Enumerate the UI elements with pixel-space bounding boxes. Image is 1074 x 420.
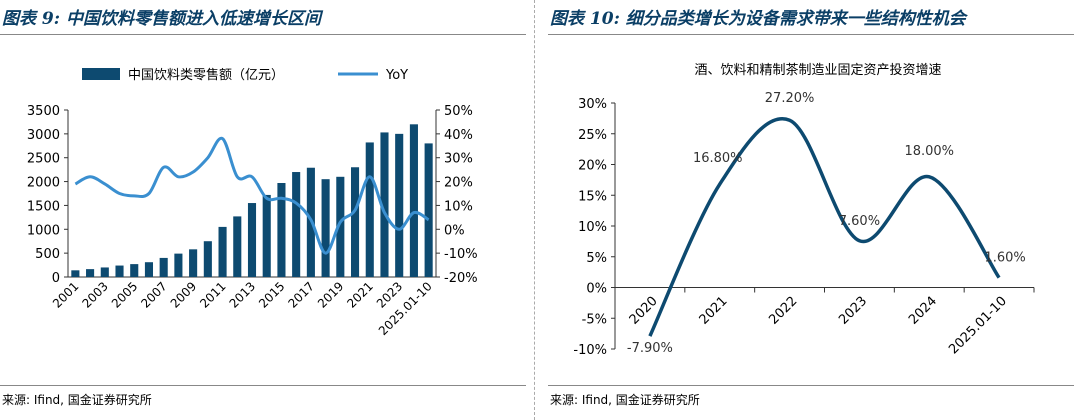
retail-bar bbox=[130, 264, 139, 277]
retail-bar bbox=[144, 262, 154, 277]
x-tick-label: 2011 bbox=[197, 279, 228, 310]
retail-bar bbox=[115, 265, 124, 277]
retail-bar bbox=[71, 270, 80, 277]
right-y-tick-label: 40% bbox=[444, 128, 473, 143]
data-label: 18.00% bbox=[904, 144, 954, 159]
retail-bar bbox=[292, 172, 301, 277]
data-label: 16.80% bbox=[693, 151, 743, 166]
left-y-tick-label: 1500 bbox=[27, 199, 60, 214]
right-source-rule bbox=[548, 385, 1074, 386]
legend-line-label: YoY bbox=[385, 68, 408, 83]
x-tick-label: 2021 bbox=[697, 294, 731, 328]
y-tick-label: 0% bbox=[586, 282, 607, 297]
retail-bar bbox=[247, 203, 257, 277]
x-tick-label: 2019 bbox=[315, 279, 346, 310]
retail-bar bbox=[174, 253, 183, 277]
retail-bar bbox=[86, 269, 95, 277]
y-tick-label: 5% bbox=[586, 251, 607, 266]
right-y-tick-label: 50% bbox=[444, 104, 473, 119]
y-tick-label: 10% bbox=[578, 220, 607, 235]
retail-bar bbox=[159, 257, 168, 277]
legend-bar-label: 中国饮料类零售额（亿元） bbox=[128, 67, 284, 83]
right-source: 来源: Ifind, 国金证券研究所 bbox=[550, 393, 700, 407]
retail-bar bbox=[100, 267, 109, 277]
right-y-tick-label: 30% bbox=[444, 152, 473, 167]
right-figure-title: 图表 10: 细分品类增长为设备需求带来一些结构性机会 bbox=[550, 9, 966, 29]
retail-bar bbox=[336, 176, 345, 277]
x-tick-label: 2005 bbox=[109, 279, 140, 310]
left-figure-title: 图表 9: 中国饮料零售额进入低速增长区间 bbox=[2, 9, 321, 29]
x-tick-label: 2017 bbox=[286, 279, 317, 310]
x-tick-label: 2007 bbox=[138, 279, 169, 310]
y-tick-label: 15% bbox=[578, 189, 607, 204]
x-tick-label: 2003 bbox=[79, 279, 110, 310]
investment-growth-line bbox=[648, 117, 1001, 337]
x-tick-label: 2025.01-10 bbox=[946, 294, 1010, 358]
y-tick-label: -10% bbox=[573, 343, 607, 358]
left-y-tick-label: 2000 bbox=[27, 176, 60, 191]
x-tick-label: 2023 bbox=[836, 294, 870, 328]
right-y-tick-label: 0% bbox=[444, 223, 465, 238]
retail-bar bbox=[189, 249, 198, 277]
left-y-tick-label: 2500 bbox=[27, 152, 60, 167]
left-y-tick-label: 3500 bbox=[27, 104, 60, 119]
left-title-rule bbox=[0, 34, 526, 35]
x-tick-label: 2022 bbox=[766, 294, 800, 328]
retail-bar bbox=[233, 216, 242, 277]
y-tick-label: 25% bbox=[578, 128, 607, 143]
left-y-tick-label: 1000 bbox=[27, 223, 60, 238]
x-tick-label: 2009 bbox=[168, 279, 199, 310]
x-tick-label: 2021 bbox=[344, 279, 375, 310]
retail-bar bbox=[409, 124, 418, 277]
x-tick-label: 2015 bbox=[256, 279, 287, 310]
chart-title: 酒、饮料和精制茶制造业固定资产投资增速 bbox=[694, 62, 941, 78]
retail-bar bbox=[365, 142, 374, 277]
data-label: 7.60% bbox=[839, 214, 880, 229]
retail-bar bbox=[262, 194, 271, 277]
data-label: -7.90% bbox=[627, 341, 673, 356]
retail-bar bbox=[203, 241, 212, 277]
left-chart: 中国饮料类零售额（亿元） YoY 0 500 1000 1500 2000 2500 3000 3… bbox=[27, 67, 478, 338]
yoy-line bbox=[74, 136, 430, 255]
right-y-tick-label: 10% bbox=[444, 199, 473, 214]
left-y-tick-label: 0 bbox=[52, 271, 60, 286]
right-y-tick-label: 20% bbox=[444, 176, 473, 191]
right-y-tick-label: -10% bbox=[444, 247, 478, 262]
panel-divider bbox=[534, 0, 535, 420]
y-tick-label: 30% bbox=[578, 97, 607, 112]
right-chart: 酒、饮料和精制茶制造业固定资产投资增速 -10% -5% 0% 5% 10% 15% 20% 2… bbox=[573, 62, 1035, 358]
right-title-rule bbox=[548, 34, 1074, 35]
x-tick-label: 2024 bbox=[906, 294, 940, 328]
data-label: 27.20% bbox=[765, 91, 815, 106]
data-label: 1.60% bbox=[984, 251, 1025, 266]
left-source-rule bbox=[0, 385, 526, 386]
retail-bar bbox=[395, 133, 404, 277]
x-tick-label: 2013 bbox=[227, 279, 258, 310]
retail-bar bbox=[321, 179, 330, 277]
left-panel: 图表 9: 中国饮料零售额进入低速增长区间 中国饮料类零售额（亿元） YoY 0 50… bbox=[0, 0, 526, 420]
retail-bar bbox=[380, 132, 389, 277]
retail-bar bbox=[277, 183, 286, 277]
y-tick-label: -5% bbox=[582, 312, 607, 327]
legend-bar-swatch bbox=[82, 68, 120, 80]
left-y-tick-label: 500 bbox=[35, 247, 60, 262]
y-tick-label: 20% bbox=[578, 159, 607, 174]
retail-bar bbox=[424, 143, 433, 277]
retail-bar bbox=[350, 167, 360, 277]
retail-bar bbox=[218, 226, 227, 277]
left-y-tick-label: 3000 bbox=[27, 128, 60, 143]
left-source: 来源: Ifind, 国金证券研究所 bbox=[2, 393, 152, 407]
right-y-tick-label: -20% bbox=[444, 271, 478, 286]
right-panel: 图表 10: 细分品类增长为设备需求带来一些结构性机会 酒、饮料和精制茶制造业固… bbox=[548, 0, 1074, 420]
